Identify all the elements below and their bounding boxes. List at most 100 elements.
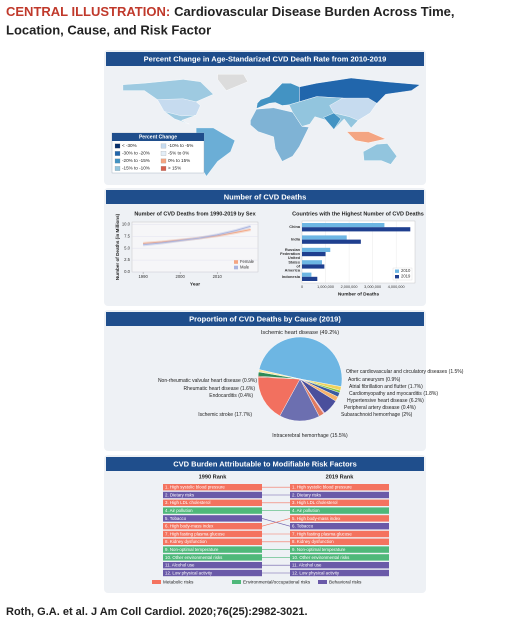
rank-label: 4. Air pollution — [165, 508, 193, 513]
rank-box — [163, 538, 262, 545]
rank-label: 11. Alcohol use — [165, 563, 195, 568]
rank-label: 3. High LDL cholesterol — [292, 500, 337, 505]
rank-connector — [261, 518, 291, 527]
legend-swatch — [114, 166, 121, 171]
rank-box — [163, 554, 262, 561]
category-label-line: Russian — [285, 247, 301, 252]
rank-label: 9. Non-optimal temperature — [165, 547, 219, 552]
rank-label: 12. Low physical activity — [165, 570, 213, 575]
column-title: 1990 Rank — [199, 474, 228, 480]
rank-label: 12. Low physical activity — [292, 570, 340, 575]
slice-value: (1.7%) — [408, 384, 423, 390]
rank-label: 6. High body-mass index — [165, 524, 214, 529]
legend-label: < -30% — [122, 143, 137, 148]
legend-swatch — [160, 151, 167, 156]
x-tick-label: 1990 — [138, 274, 148, 279]
y-tick-label: 7.5 — [124, 233, 130, 238]
rank-label: 4. Air pollution — [292, 508, 320, 513]
headline-label: CENTRAL ILLUSTRATION: — [6, 4, 170, 19]
slice-value: (1.5%) — [449, 369, 464, 375]
legend-swatch — [395, 269, 399, 273]
y-axis-label: Number of Deaths (in Millions) — [115, 213, 120, 280]
rank-label: 10. Other environmental risks — [292, 555, 350, 560]
legend-label: Behavioral risks — [329, 579, 362, 584]
category-label: Russian Federation — [280, 247, 301, 256]
legend-label: -15% to -10% — [122, 166, 150, 171]
rank-label: 8. Kidney dysfunction — [165, 539, 207, 544]
bar — [302, 239, 361, 244]
x-axis-label: Year — [190, 281, 200, 287]
y-tick-label: 5.0 — [124, 245, 130, 250]
slice-name: Aortic aneurysm — [348, 377, 384, 383]
legend-label: 2019 — [401, 274, 411, 279]
legend-swatch — [160, 166, 167, 171]
slice-value: (0.9%) — [386, 377, 401, 383]
column-title: 2019 Rank — [326, 474, 355, 480]
pie-slice — [258, 369, 301, 380]
map-region — [217, 74, 249, 91]
rank-label: 11. Alcohol use — [292, 563, 322, 568]
rank-box — [290, 530, 389, 538]
panel-header — [106, 312, 424, 326]
slice-value: (0.9%) — [242, 378, 257, 384]
y-tick-label: 0.0 — [124, 269, 130, 274]
category-label-line: United — [288, 255, 301, 260]
slice-name: Rheumatic heart disease — [183, 386, 239, 392]
rank-box — [163, 569, 262, 577]
map-region — [250, 107, 310, 162]
legend-label: > 15% — [168, 166, 181, 171]
slice-value: (0.4%) — [238, 393, 253, 399]
rank-box — [163, 546, 262, 553]
rank-box — [163, 507, 262, 514]
panel-title: Proportion of CVD Deaths by Cause (2019) — [189, 314, 341, 323]
slice-name: Cardiomyopathy and myocarditis — [349, 391, 422, 397]
category-label: Indonesia — [282, 274, 301, 279]
legend-swatch — [395, 275, 399, 279]
bar — [302, 227, 411, 232]
slice-label: Peripheral artery disease (0.4%) — [344, 405, 416, 411]
legend-label: -20% to -15% — [122, 158, 150, 163]
rank-box — [163, 491, 262, 499]
slice-name: Ischemic stroke — [198, 412, 233, 418]
slice-name: Other cardiovascular and circulatory dis… — [346, 369, 448, 375]
slice-name: Peripheral artery disease — [344, 405, 400, 411]
rank-label: 2. Dietary risks — [292, 492, 322, 497]
slice-label: Other cardiovascular and circulatory dis… — [346, 369, 464, 375]
slice-label: Ischemic heart disease (49.2%) — [261, 330, 339, 336]
category-label-line: of — [296, 264, 300, 269]
rank-box — [290, 554, 389, 561]
chart-title: Countries with the Highest Number of CVD… — [292, 211, 424, 217]
slice-value: (1.6%) — [240, 386, 255, 392]
headline-title: Location, Cause, and Risk Factor — [6, 22, 211, 37]
rank-box — [163, 484, 262, 491]
bar — [302, 223, 385, 228]
category-label-line: States — [288, 259, 300, 264]
rank-box — [163, 562, 262, 569]
category-label-line: America — [285, 268, 301, 273]
rank-box — [163, 523, 262, 530]
series-line — [143, 225, 251, 246]
y-tick-label: 2.5 — [124, 257, 130, 262]
legend-swatch — [114, 158, 121, 164]
legend-label: -30% to -20% — [122, 151, 150, 156]
rank-label: 7. High fasting plasma glucose — [292, 531, 352, 536]
slice-label: Rheumatic heart disease (1.6%) — [183, 386, 255, 392]
rank-box — [290, 499, 389, 506]
legend-title: Percent Change — [139, 135, 177, 141]
slice-label: Aortic aneurysm (0.9%) — [348, 377, 401, 383]
headline-title: Cardiovascular Disease Burden Across Tim… — [174, 4, 454, 19]
rank-label: 9. Non-optimal temperature — [292, 547, 346, 552]
rank-box — [163, 530, 262, 538]
slice-name: Atrial fibrillation and flutter — [349, 384, 407, 390]
map-region — [329, 97, 378, 121]
bar — [302, 264, 325, 269]
rank-label: 6. Tobacco — [292, 524, 314, 529]
slice-name: Endocarditis — [209, 393, 237, 399]
slice-value: (0.4%) — [401, 405, 416, 411]
slice-name: Ischemic heart disease — [261, 330, 318, 336]
rank-label: 7. High fasting plasma glucose — [165, 531, 225, 536]
rank-box — [163, 499, 262, 506]
category-label: India — [291, 237, 301, 242]
legend-label: -10% to -5% — [168, 143, 193, 148]
